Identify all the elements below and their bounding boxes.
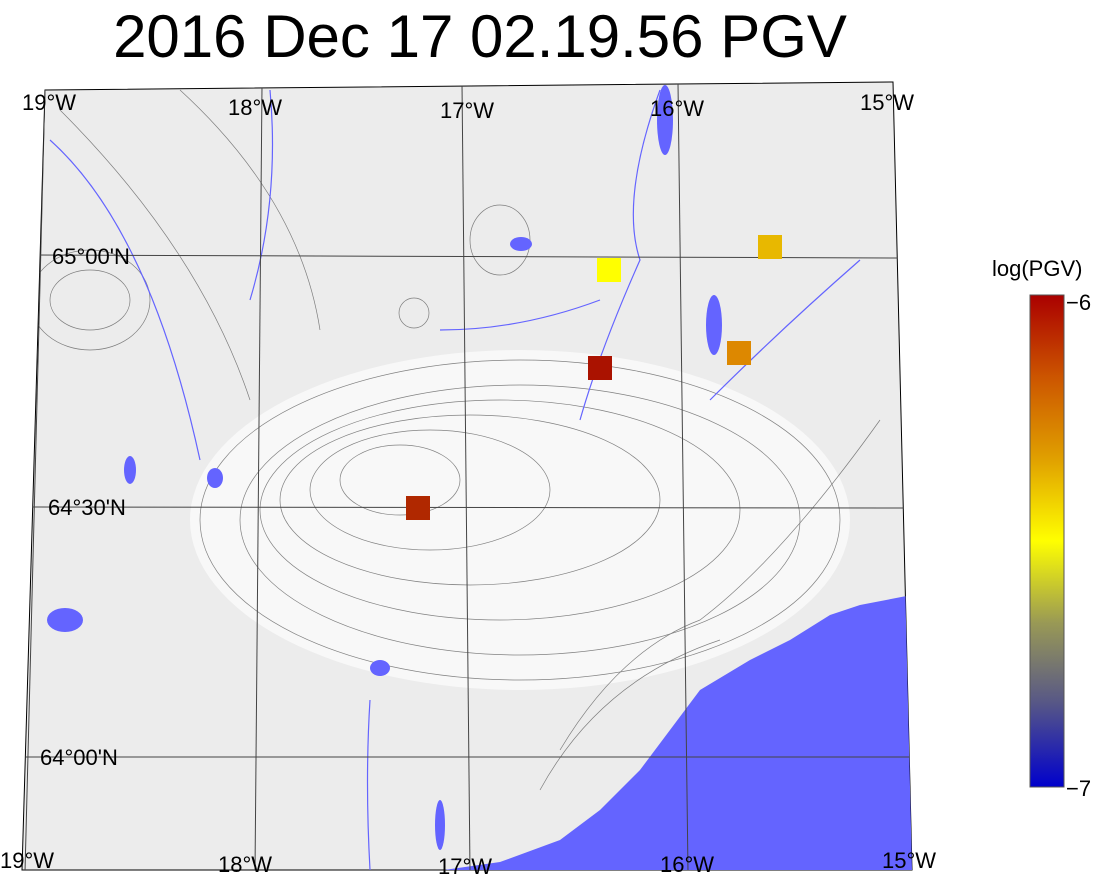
station-marker <box>758 235 782 259</box>
lat-label: 64°30'N <box>48 495 126 520</box>
lat-label: 65°00'N <box>52 244 130 269</box>
lon-labels-top: 19°W 18°W 17°W 16°W 15°W <box>22 90 914 123</box>
terrain <box>22 82 912 870</box>
lon-label: 19°W <box>22 90 76 115</box>
lon-label: 18°W <box>228 95 282 120</box>
lat-label: 64°00'N <box>40 745 118 770</box>
lon-label: 17°W <box>440 98 494 123</box>
graticule <box>22 82 912 870</box>
lon-label: 19°W <box>0 848 54 873</box>
lon-labels-bottom: 19°W 18°W 17°W 16°W 15°W <box>0 848 936 879</box>
colorbar-min: −7 <box>1066 776 1091 801</box>
contours <box>29 89 881 791</box>
lon-label: 16°W <box>650 96 704 121</box>
colorbar-label: log(PGV) <box>992 256 1082 281</box>
colorbar: log(PGV) −6 −7 <box>992 256 1091 801</box>
lon-label: 15°W <box>882 848 936 873</box>
colorbar-max: −6 <box>1066 290 1091 315</box>
station-marker <box>406 496 430 520</box>
stations <box>406 235 782 520</box>
station-marker <box>727 341 751 365</box>
station-marker <box>588 356 612 380</box>
station-marker <box>597 258 621 282</box>
glacier <box>190 350 850 690</box>
map-title: 2016 Dec 17 02.19.56 PGV <box>113 3 847 70</box>
lon-label: 16°W <box>660 852 714 877</box>
lat-labels: 65°00'N 64°30'N 64°00'N <box>40 244 130 770</box>
colorbar-gradient <box>1029 294 1065 788</box>
lon-label: 18°W <box>218 852 272 877</box>
ocean <box>360 595 912 870</box>
lakes <box>47 85 722 850</box>
lon-label: 15°W <box>860 90 914 115</box>
lon-label: 17°W <box>438 854 492 879</box>
